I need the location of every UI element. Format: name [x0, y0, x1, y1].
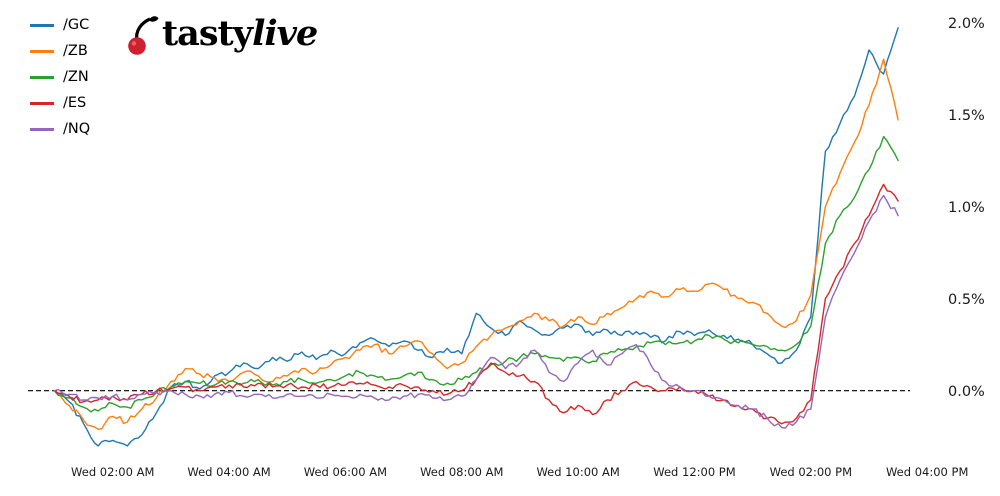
legend-label-nq: /NQ [63, 120, 91, 137]
logo-text: tastylive [162, 13, 318, 54]
series-line-gc [53, 27, 899, 447]
x-tick-label: Wed 12:00 PM [653, 465, 735, 479]
legend-label-zn: /ZN [63, 68, 89, 85]
series-line-zn [53, 135, 899, 413]
x-tick-label: Wed 04:00 AM [187, 465, 270, 479]
legend-item-nq: /NQ [30, 116, 90, 142]
x-tick-label: Wed 08:00 AM [420, 465, 503, 479]
tastylive-logo: tastylive [127, 13, 318, 56]
legend-item-gc: /GC [30, 12, 90, 38]
x-tick-label: Wed 10:00 AM [536, 465, 619, 479]
zb-line-swatch [30, 49, 54, 53]
x-tick-label: Wed 02:00 PM [770, 465, 852, 479]
logo-text-tasty: tasty [162, 13, 253, 54]
legend-item-zn: /ZN [30, 64, 90, 90]
legend: /GC /ZB /ZN /ES /NQ [30, 12, 90, 142]
es-line-swatch [30, 101, 54, 105]
y-tick-label: 2.0% [948, 16, 985, 32]
y-tick-label: 0.5% [948, 292, 985, 308]
series-line-zb [53, 58, 899, 430]
logo-text-live: live [252, 13, 318, 54]
y-tick-label: 1.5% [948, 108, 985, 124]
legend-label-zb: /ZB [63, 42, 88, 59]
gc-line-swatch [30, 23, 54, 27]
series-line-nq [53, 194, 899, 429]
legend-label-gc: /GC [63, 16, 90, 33]
series-line-es [53, 183, 899, 425]
legend-item-zb: /ZB [30, 38, 90, 64]
x-tick-label: Wed 02:00 AM [71, 465, 154, 479]
nq-line-swatch [30, 127, 54, 131]
legend-label-es: /ES [63, 94, 87, 111]
y-tick-label: 1.0% [948, 200, 985, 216]
zn-line-swatch [30, 75, 54, 79]
x-tick-label: Wed 04:00 PM [886, 465, 968, 479]
legend-item-es: /ES [30, 90, 90, 116]
y-tick-label: 0.0% [948, 384, 985, 400]
cherry-icon [128, 16, 159, 55]
x-tick-label: Wed 06:00 AM [304, 465, 387, 479]
